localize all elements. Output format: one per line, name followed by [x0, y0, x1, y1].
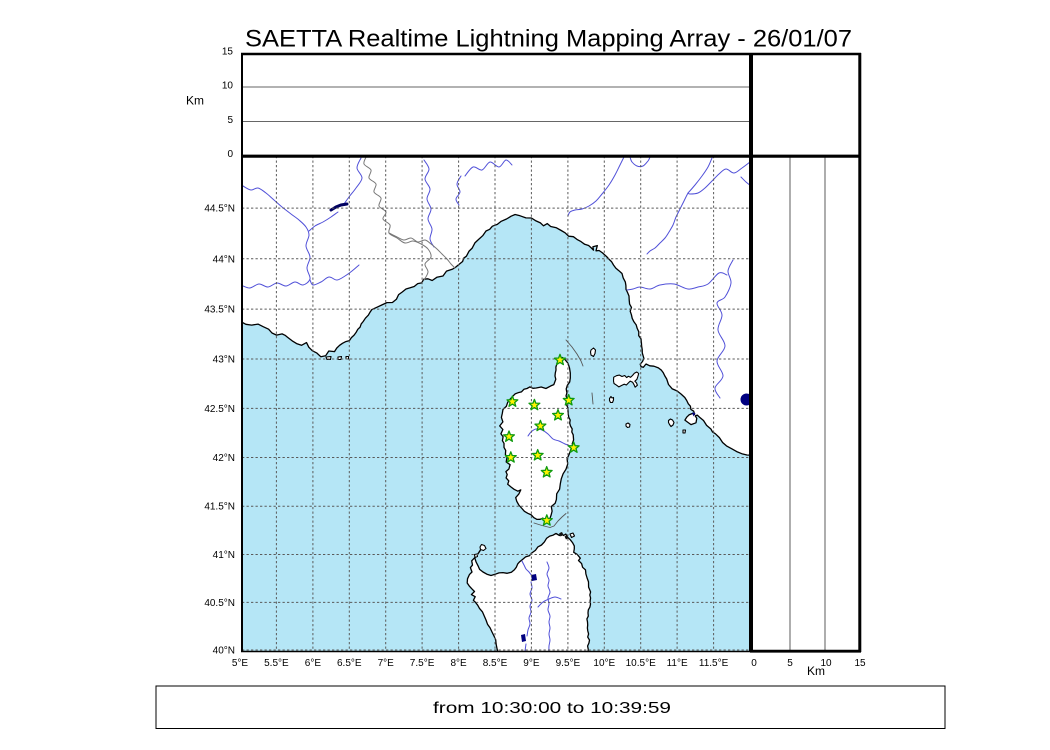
svg-text:5°E: 5°E	[232, 658, 249, 669]
svg-text:43.5°N: 43.5°N	[204, 305, 235, 316]
svg-text:8.5°E: 8.5°E	[483, 658, 508, 669]
svg-text:6.5°E: 6.5°E	[337, 658, 362, 669]
svg-text:15: 15	[854, 658, 866, 669]
svg-text:43°N: 43°N	[213, 355, 235, 366]
svg-text:10: 10	[222, 81, 234, 92]
svg-text:9°E: 9°E	[523, 658, 540, 669]
svg-text:42°N: 42°N	[213, 453, 235, 464]
svg-text:7.5°E: 7.5°E	[410, 658, 435, 669]
svg-text:44°N: 44°N	[213, 254, 235, 265]
svg-text:6°E: 6°E	[305, 658, 322, 669]
svg-text:SAETTA Realtime Lightning Mapp: SAETTA Realtime Lightning Mapping Array …	[245, 26, 852, 53]
svg-text:Km: Km	[186, 94, 204, 108]
svg-text:from 10:30:00 to 10:39:59: from 10:30:00 to 10:39:59	[433, 700, 671, 717]
svg-text:5: 5	[787, 658, 793, 669]
svg-text:5.5°E: 5.5°E	[264, 658, 289, 669]
svg-text:11.5°E: 11.5°E	[699, 658, 729, 669]
svg-text:42.5°N: 42.5°N	[204, 404, 235, 415]
svg-text:41.5°N: 41.5°N	[204, 502, 235, 513]
svg-text:10: 10	[820, 658, 832, 669]
svg-text:15: 15	[222, 47, 234, 58]
svg-text:Km: Km	[807, 664, 825, 678]
svg-text:8°E: 8°E	[450, 658, 467, 669]
svg-text:0: 0	[227, 149, 233, 160]
svg-text:5: 5	[227, 115, 233, 126]
svg-text:44.5°N: 44.5°N	[204, 204, 235, 215]
svg-text:41°N: 41°N	[213, 550, 235, 561]
svg-text:10.5°E: 10.5°E	[626, 658, 656, 669]
svg-text:0: 0	[751, 658, 757, 669]
svg-text:10°E: 10°E	[593, 658, 615, 669]
svg-text:11°E: 11°E	[667, 658, 688, 669]
svg-text:7°E: 7°E	[378, 658, 395, 669]
svg-text:40°N: 40°N	[213, 646, 235, 657]
svg-text:40.5°N: 40.5°N	[204, 598, 235, 609]
svg-text:9.5°E: 9.5°E	[556, 658, 581, 669]
